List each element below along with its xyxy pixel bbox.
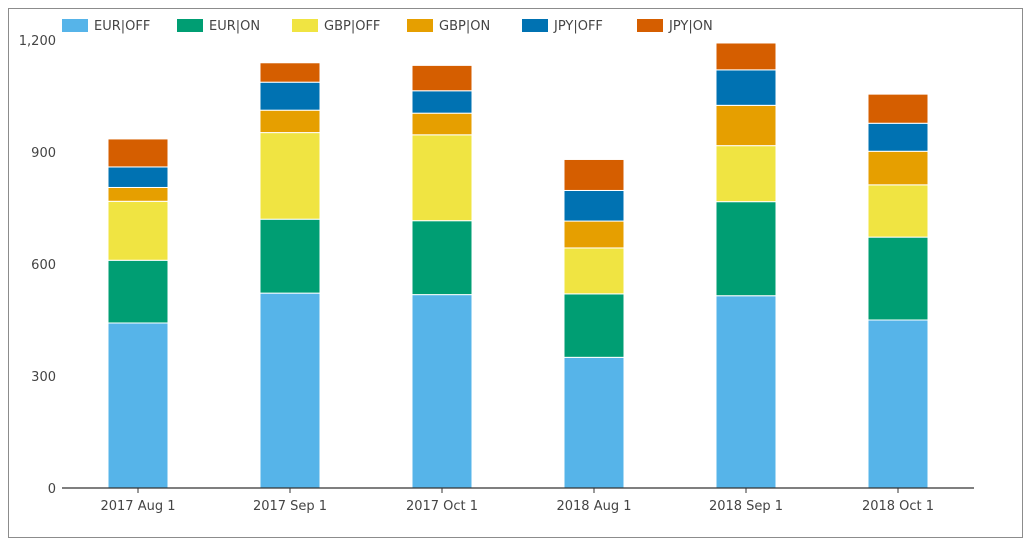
bar-segment: [563, 189, 625, 222]
bar-segment: [715, 201, 777, 297]
legend-swatch: [62, 19, 88, 32]
bar-segment: [259, 81, 321, 111]
legend-swatch: [177, 19, 203, 32]
bar-segment: [867, 93, 929, 124]
bar-segment: [411, 220, 473, 296]
bar-segment: [715, 145, 777, 203]
legend-label: EUR|OFF: [94, 19, 150, 34]
bar-segment: [107, 186, 169, 202]
bar-segment: [259, 109, 321, 134]
bars: [107, 42, 929, 489]
legend-label: EUR|ON: [209, 19, 260, 34]
bar-segment: [867, 319, 929, 489]
x-tick-label: 2018 Aug 1: [556, 499, 631, 514]
legend-swatch: [637, 19, 663, 32]
bar-segment: [411, 112, 473, 136]
bar-segment: [411, 134, 473, 222]
bar-segment: [107, 166, 169, 188]
bar-segment: [411, 294, 473, 489]
bar-segment: [867, 122, 929, 152]
x-tick-label: 2018 Sep 1: [709, 499, 783, 514]
y-tick-label: 1,200: [19, 34, 56, 49]
bar-segment: [563, 293, 625, 358]
bar-segment: [107, 322, 169, 489]
legend-swatch: [292, 19, 318, 32]
bar-segment: [259, 292, 321, 489]
legend: EUR|OFF EUR|ON GBP|OFF GBP|ON JPY|OFF JPY|ON: [62, 19, 713, 34]
legend-label: JPY|OFF: [553, 19, 603, 34]
legend-label: GBP|OFF: [324, 19, 380, 34]
bar-segment: [411, 64, 473, 92]
x-tick-label: 2018 Oct 1: [862, 499, 934, 514]
bar-segment: [563, 220, 625, 249]
legend-swatch: [522, 19, 548, 32]
y-tick-label: 0: [48, 482, 56, 497]
y-tick-label: 900: [31, 146, 56, 161]
bar-segment: [259, 62, 321, 83]
legend-label: GBP|ON: [439, 19, 490, 34]
legend-label: JPY|ON: [668, 19, 713, 34]
x-tick-label: 2017 Oct 1: [406, 499, 478, 514]
bar-segment: [867, 236, 929, 321]
bar-segment: [563, 158, 625, 191]
x-axis: 2017 Aug 1 2017 Sep 1 2017 Oct 1 2018 Aug 1…: [62, 487, 974, 514]
x-tick-label: 2017 Sep 1: [253, 499, 327, 514]
bar-segment: [715, 42, 777, 71]
y-axis: 0 300 600 900 1,200: [19, 34, 56, 497]
bar-segment: [715, 295, 777, 489]
bar-segment: [107, 138, 169, 168]
bar-segment: [107, 200, 169, 261]
chart-frame: [8, 8, 1023, 538]
bar-segment: [867, 184, 929, 238]
bar-segment: [259, 132, 321, 220]
bar-segment: [259, 218, 321, 294]
legend-swatch: [407, 19, 433, 32]
x-tick-label: 2017 Aug 1: [100, 499, 175, 514]
bar-segment: [867, 150, 929, 186]
bar-segment: [411, 90, 473, 114]
bar-segment: [107, 259, 169, 324]
bar-segment: [563, 247, 625, 295]
y-tick-label: 600: [31, 258, 56, 273]
bar-segment: [563, 356, 625, 489]
bar-segment: [715, 104, 777, 147]
bar-segment: [715, 69, 777, 106]
y-tick-label: 300: [31, 370, 56, 385]
